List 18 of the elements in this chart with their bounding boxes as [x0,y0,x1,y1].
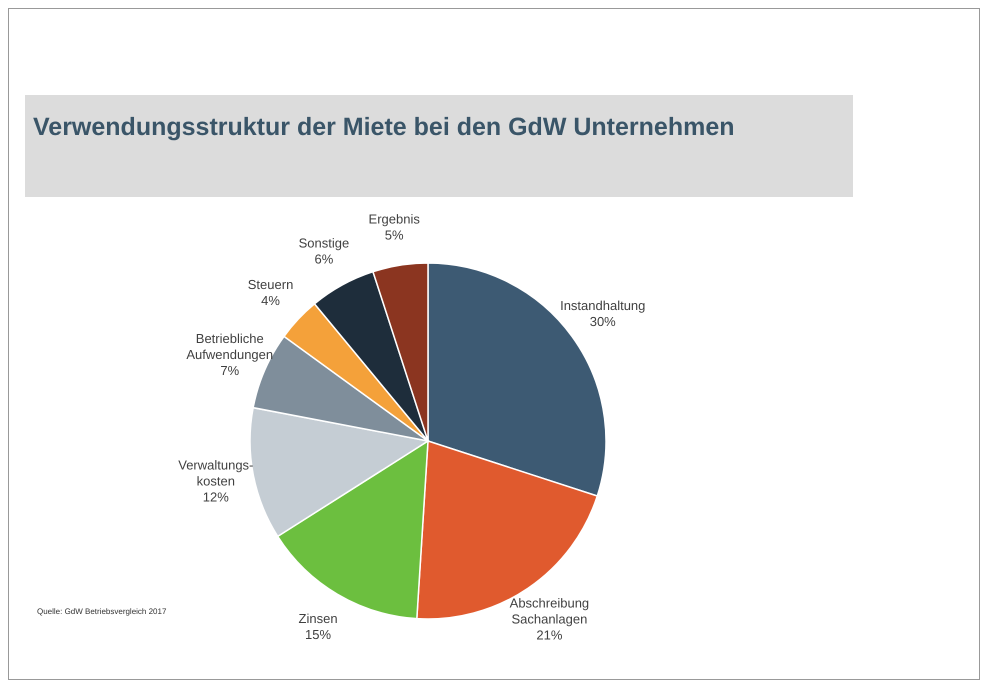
data-label: 4% [261,293,280,308]
slice-label: Abschreibung Sachanlagen [510,596,590,627]
chart-title: Verwendungsstruktur der Miete bei den GdW Unternehmen [33,113,734,142]
data-label: 5% [384,228,404,243]
data-label: 7% [220,363,240,378]
slice-label: Steuern [248,277,294,292]
slice-label: Zinsen [298,610,338,626]
data-label: 6% [314,252,334,267]
data-label: 12% [202,489,230,504]
slice-label: Ergebnis [368,212,420,227]
source-note: Quelle: GdW Betriebsvergleich 2017 [37,607,166,616]
data-label: 30% [590,314,616,330]
data-label: 15% [305,626,332,642]
slice-label: Betriebliche Aufwendungen [186,331,274,362]
slice-label: Verwaltungs- kosten [178,457,254,488]
slice-label: Instandhaltung [560,298,646,314]
data-label: 21% [536,628,563,643]
slice-label: Sonstige [298,236,350,251]
